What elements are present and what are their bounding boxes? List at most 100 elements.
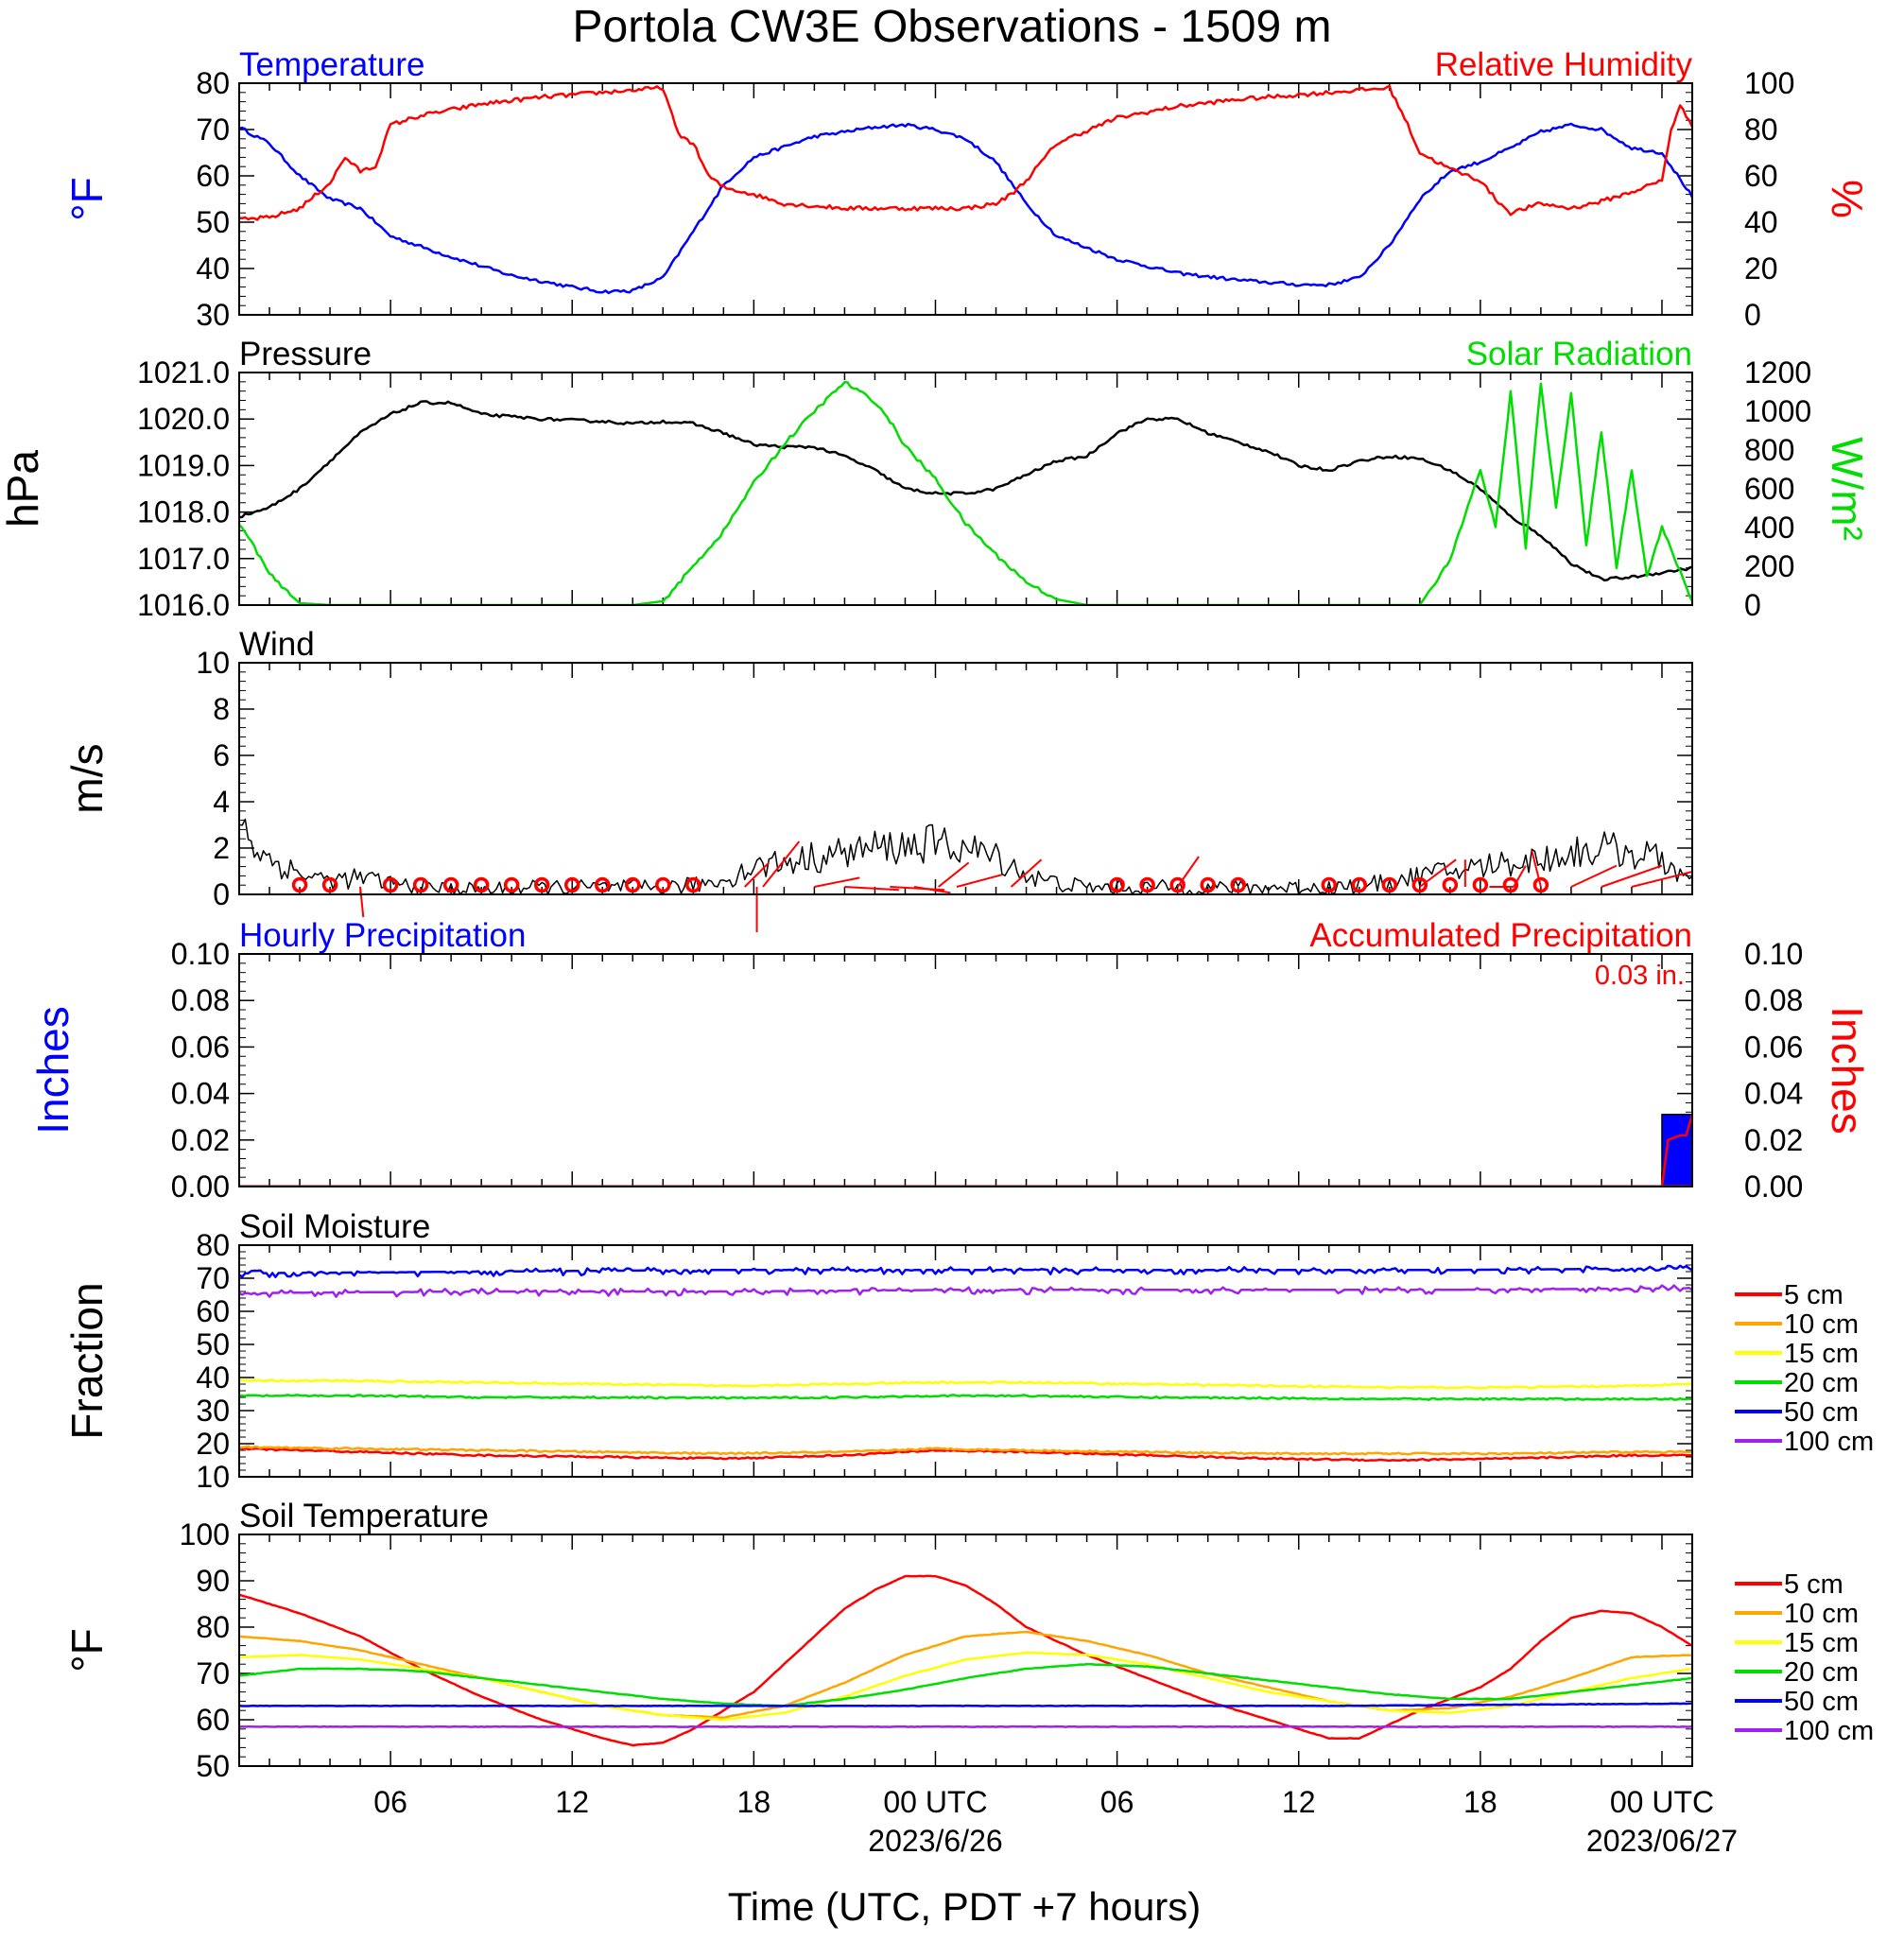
wind-barb <box>1419 858 1457 888</box>
wind-barb <box>913 886 951 894</box>
y-tick-label-left: 1016.0 <box>137 588 230 622</box>
x-tick-date-label: 2023/6/26 <box>868 1824 1002 1858</box>
panel-caption-left: Temperature <box>239 46 424 83</box>
y-tick-label-left: 30 <box>196 298 230 332</box>
calm-wind-marker <box>533 876 550 893</box>
wind-barb <box>1513 865 1527 888</box>
y-tick-label-left: 0.08 <box>171 983 230 1017</box>
y-tick-label-left: 0.10 <box>171 937 230 971</box>
temperature-humidity-series-1-line <box>239 84 1692 221</box>
y-tick-label-left: 80 <box>196 66 230 100</box>
y-tick-label-left: 6 <box>213 738 230 772</box>
y-tick-label-right: 0.08 <box>1744 983 1803 1017</box>
calm-wind-marker <box>625 876 641 893</box>
y-tick-label-left: 4 <box>213 785 230 819</box>
calm-wind-marker <box>595 876 611 893</box>
y-tick-label-right: 200 <box>1744 549 1794 583</box>
wind-barb <box>938 861 970 888</box>
y-tick-label-left: 50 <box>196 1749 230 1783</box>
y-tick-label-right: 40 <box>1744 205 1778 239</box>
wind-barb <box>1601 864 1663 888</box>
legend-label: 5 cm <box>1784 1280 1843 1310</box>
y-tick-label-left: 1018.0 <box>137 495 230 529</box>
soil-temperature-series-50-cm-line <box>239 1702 1692 1707</box>
panel-caption-left: Pressure <box>239 336 372 373</box>
y-tick-label-left: 100 <box>180 1517 230 1551</box>
legend-label: 100 cm <box>1784 1716 1874 1746</box>
y-tick-label-left: 0.00 <box>171 1170 230 1204</box>
x-tick-label: 00 UTC <box>1610 1785 1714 1819</box>
calm-wind-marker <box>503 876 520 893</box>
soil-temperature-series-100-cm-line <box>239 1724 1692 1728</box>
panel-series <box>239 380 1692 605</box>
panel-ticks <box>238 663 1693 894</box>
calm-wind-marker <box>1109 876 1125 893</box>
legend-label: 5 cm <box>1784 1569 1843 1600</box>
y-tick-label-right: 60 <box>1744 159 1778 193</box>
calm-wind-marker <box>473 876 490 893</box>
calm-wind-marker <box>1411 876 1428 893</box>
legend-label: 20 cm <box>1784 1657 1859 1688</box>
x-axis-label: Time (UTC, PDT +7 hours) <box>728 1884 1202 1929</box>
panel-series <box>239 1113 1692 1187</box>
panel-frame <box>238 1534 1693 1767</box>
y-tick-label-left: 50 <box>196 1327 230 1361</box>
calm-wind-marker <box>1321 876 1337 893</box>
calm-wind-marker <box>1351 876 1368 893</box>
panel-frame <box>238 372 1693 606</box>
wind-barb <box>844 886 900 892</box>
calm-wind-marker <box>563 876 580 893</box>
wind-series-0-line <box>239 818 1692 894</box>
panel-precipitation: 0.10 0.08 0.06 0.04 0.02 0.00 0.10 0.08 0.06 0.04… <box>28 917 1872 1204</box>
y-tick-label-left: 80 <box>196 1228 230 1262</box>
calm-wind-marker <box>412 876 429 893</box>
time-axis: 06 12 18 00 UTC 2023/6/26 06 12 18 00 UTC 2023/06… <box>373 1785 1738 1858</box>
y-tick-label-left: 10 <box>196 1460 230 1494</box>
panel-caption-left: Soil Moisture <box>239 1208 430 1245</box>
y-tick-label-right: 400 <box>1744 511 1794 545</box>
panel-series <box>239 1264 1692 1463</box>
calm-wind-marker <box>1442 876 1459 893</box>
y-tick-label-left: 80 <box>196 1610 230 1644</box>
wind-barb <box>1531 850 1542 888</box>
calm-wind-marker <box>1472 876 1489 893</box>
y-tick-label-left: 60 <box>196 159 230 193</box>
wind-barb <box>956 874 1003 888</box>
y-tick-label-left: 10 <box>196 646 230 680</box>
panel-series <box>239 1574 1692 1747</box>
x-tick-label: 18 <box>1463 1785 1497 1819</box>
x-tick-label: 00 UTC <box>883 1785 987 1819</box>
panel-ticks <box>238 1245 1693 1477</box>
y-tick-label-left: 20 <box>196 1427 230 1461</box>
figure-title: Portola CW3E Observations - 1509 m <box>573 2 1332 52</box>
y-tick-label-right: 20 <box>1744 251 1778 286</box>
y-tick-label-left: 90 <box>196 1564 230 1598</box>
calm-wind-marker <box>1532 876 1549 893</box>
legend-label: 50 cm <box>1784 1397 1859 1428</box>
wind-barb <box>890 886 945 892</box>
legend-label: 15 cm <box>1784 1628 1859 1658</box>
soil-moisture-series-10-cm-line <box>239 1445 1692 1456</box>
wind-barb <box>359 886 365 918</box>
legend-label: 10 cm <box>1784 1599 1859 1629</box>
x-tick-label: 06 <box>373 1785 407 1819</box>
y-tick-label-right: 1000 <box>1744 394 1811 428</box>
panel-caption-left: Soil Temperature <box>239 1498 489 1534</box>
legend-label: 100 cm <box>1784 1427 1874 1457</box>
y-axis-label-left: Fraction <box>62 1282 112 1439</box>
calm-wind-marker <box>1169 876 1186 893</box>
y-tick-label-right: 80 <box>1744 113 1778 147</box>
y-tick-label-left: 30 <box>196 1394 230 1428</box>
y-tick-label-left: 1021.0 <box>137 355 230 390</box>
panel-caption-right: Accumulated Precipitation <box>1309 917 1692 954</box>
y-tick-label-left: 50 <box>196 205 230 239</box>
y-tick-label-right: 100 <box>1744 66 1794 100</box>
x-tick-label: 12 <box>555 1785 589 1819</box>
panel-frame <box>238 1244 1693 1478</box>
accumulated-precip-total: 0.03 in. <box>1595 961 1685 991</box>
y-tick-label-right: 0.10 <box>1744 937 1803 971</box>
